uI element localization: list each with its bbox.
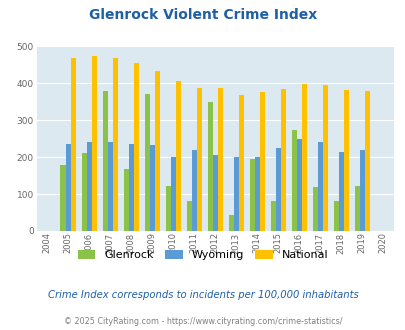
Bar <box>65 144 70 231</box>
Bar <box>233 157 238 231</box>
Bar <box>291 130 296 231</box>
Bar <box>364 91 369 231</box>
Bar <box>249 159 254 231</box>
Bar <box>343 90 348 231</box>
Bar <box>217 88 222 231</box>
Bar <box>312 187 317 231</box>
Bar <box>86 142 92 231</box>
Bar <box>123 169 128 231</box>
Bar <box>128 144 133 231</box>
Bar <box>322 85 327 231</box>
Bar <box>133 63 139 231</box>
Bar <box>359 150 364 231</box>
Text: Glenrock Violent Crime Index: Glenrock Violent Crime Index <box>89 8 316 22</box>
Bar <box>149 145 154 231</box>
Legend: Glenrock, Wyoming, National: Glenrock, Wyoming, National <box>77 250 328 260</box>
Bar <box>254 157 259 231</box>
Bar <box>144 94 149 231</box>
Bar <box>317 142 322 231</box>
Bar <box>154 71 159 231</box>
Bar <box>212 155 217 231</box>
Bar <box>238 95 243 231</box>
Bar <box>60 165 65 231</box>
Text: © 2025 CityRating.com - https://www.cityrating.com/crime-statistics/: © 2025 CityRating.com - https://www.city… <box>64 317 341 326</box>
Bar <box>196 88 201 231</box>
Bar <box>92 56 96 231</box>
Bar <box>296 139 301 231</box>
Bar <box>186 201 191 231</box>
Bar <box>102 91 107 231</box>
Bar <box>107 142 112 231</box>
Bar <box>270 201 275 231</box>
Bar <box>259 92 264 231</box>
Bar <box>354 186 359 231</box>
Bar <box>301 84 306 231</box>
Bar <box>112 58 117 231</box>
Bar <box>70 58 75 231</box>
Bar <box>333 201 338 231</box>
Bar <box>81 153 86 231</box>
Text: Crime Index corresponds to incidents per 100,000 inhabitants: Crime Index corresponds to incidents per… <box>47 290 358 300</box>
Bar <box>338 151 343 231</box>
Bar <box>170 157 175 231</box>
Bar <box>191 150 196 231</box>
Bar <box>175 81 180 231</box>
Bar <box>228 215 233 231</box>
Bar <box>280 89 285 231</box>
Bar <box>165 186 170 231</box>
Bar <box>207 102 212 231</box>
Bar <box>275 148 280 231</box>
